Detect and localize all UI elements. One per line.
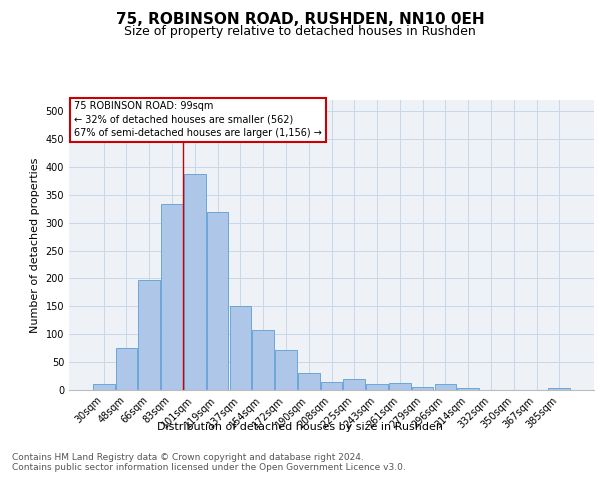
Y-axis label: Number of detached properties: Number of detached properties (30, 158, 40, 332)
Bar (230, 306, 251, 390)
Bar (366, 384, 388, 390)
Bar (275, 350, 297, 390)
Bar (116, 348, 137, 390)
Bar (434, 384, 456, 390)
Bar (343, 379, 365, 390)
Bar (412, 387, 433, 390)
Text: 75 ROBINSON ROAD: 99sqm
← 32% of detached houses are smaller (562)
67% of semi-d: 75 ROBINSON ROAD: 99sqm ← 32% of detache… (74, 102, 322, 138)
Text: Size of property relative to detached houses in Rushden: Size of property relative to detached ho… (124, 25, 476, 38)
Bar (389, 383, 410, 390)
Bar (253, 330, 274, 390)
Bar (184, 174, 206, 390)
Bar (93, 384, 115, 390)
Bar (161, 204, 183, 390)
Bar (457, 388, 479, 390)
Bar (548, 388, 570, 390)
Bar (298, 374, 320, 390)
Bar (320, 382, 343, 390)
Bar (139, 280, 160, 390)
Text: Distribution of detached houses by size in Rushden: Distribution of detached houses by size … (157, 422, 443, 432)
Text: Contains HM Land Registry data © Crown copyright and database right 2024.
Contai: Contains HM Land Registry data © Crown c… (12, 452, 406, 472)
Bar (207, 212, 229, 390)
Text: 75, ROBINSON ROAD, RUSHDEN, NN10 0EH: 75, ROBINSON ROAD, RUSHDEN, NN10 0EH (116, 12, 484, 28)
